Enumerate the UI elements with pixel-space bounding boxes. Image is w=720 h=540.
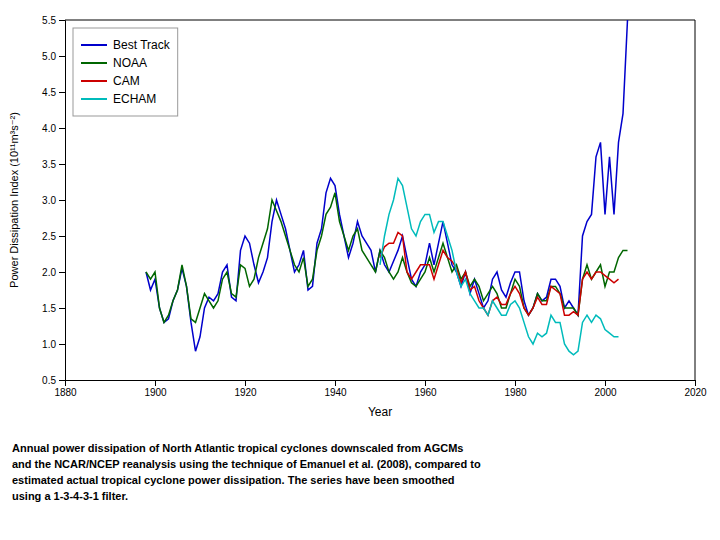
legend-item: CAM — [81, 74, 140, 88]
legend-label: Best Track — [113, 38, 171, 52]
chart: 1880 1900 1920 1940 1960 1980 2000 2020 0.5 1.0 1.… — [0, 0, 720, 540]
tick: 4.5 — [42, 87, 65, 98]
tick-label: 1980 — [504, 387, 527, 398]
plot: 1880 1900 1920 1940 1960 1980 2000 2020 0.5 1.0 1.… — [42, 15, 707, 398]
tick: 0.5 — [42, 375, 65, 386]
tick: 3.5 — [42, 159, 65, 170]
tick: 2.5 — [42, 231, 65, 242]
tick: 5.0 — [42, 51, 65, 62]
tick-label: 2020 — [684, 387, 707, 398]
tick-label: 2000 — [594, 387, 617, 398]
tick-mark — [59, 164, 65, 165]
tick: 2020 — [684, 380, 707, 398]
tick-label: 1900 — [144, 387, 167, 398]
tick-mark — [515, 380, 516, 386]
tick: 2000 — [594, 380, 617, 398]
frame — [695, 20, 696, 380]
tick-mark — [59, 380, 65, 381]
caption: estimated actual tropical cyclone power … — [12, 474, 455, 486]
legend: Best Track NOAA CAM ECHAM — [73, 28, 178, 116]
tick: 1920 — [234, 380, 257, 398]
axis-line — [66, 381, 696, 387]
tick-label: 0.5 — [42, 375, 56, 386]
tick-label: 5.0 — [42, 51, 56, 62]
tick-label: 2.0 — [42, 267, 56, 278]
tick-label: 1960 — [414, 387, 437, 398]
tick-mark — [605, 380, 606, 386]
tick-mark — [245, 380, 246, 386]
caption: and the NCAR/NCEP reanalysis using the t… — [12, 458, 481, 470]
tick: 1.0 — [42, 339, 65, 350]
tick-label: 1880 — [54, 387, 77, 398]
tick-label: 1940 — [324, 387, 347, 398]
y-axis-title: Power Dissipation Index (10¹¹m³s⁻²) — [8, 112, 20, 288]
tick-mark — [425, 380, 426, 386]
series-line — [146, 20, 628, 351]
legend-item: ECHAM — [81, 92, 156, 106]
tick-mark — [59, 56, 65, 57]
tick-mark — [59, 20, 65, 21]
tick-label: 1920 — [234, 387, 257, 398]
tick: 1960 — [414, 380, 437, 398]
tick-mark — [59, 272, 65, 273]
legend-label: ECHAM — [113, 92, 156, 106]
legend-label: NOAA — [113, 56, 147, 70]
tick-label: 2.5 — [42, 231, 56, 242]
tick-label: 4.0 — [42, 123, 56, 134]
legend-swatch — [81, 62, 107, 64]
tick-mark — [59, 92, 65, 93]
tick-mark — [59, 236, 65, 237]
tick-mark — [335, 380, 336, 386]
tick: 1880 — [54, 380, 77, 398]
tick: 1940 — [324, 380, 347, 398]
caption: Annual power dissipation of North Atlant… — [12, 442, 463, 454]
tick-mark — [59, 128, 65, 129]
tick-label: 3.0 — [42, 195, 56, 206]
caption: using a 1-3-4-3-1 filter. — [12, 490, 128, 502]
tick-label: 1.0 — [42, 339, 56, 350]
tick: 1980 — [504, 380, 527, 398]
tick-label: 1.5 — [42, 303, 56, 314]
legend-item: Best Track — [81, 38, 171, 52]
tick-label: 5.5 — [42, 15, 56, 26]
legend-item: NOAA — [81, 56, 147, 70]
tick-mark — [59, 200, 65, 201]
legend-swatch — [81, 80, 107, 82]
tick: 3.0 — [42, 195, 65, 206]
tick-mark — [155, 380, 156, 386]
tick-mark — [59, 308, 65, 309]
tick: 4.0 — [42, 123, 65, 134]
legend-swatch — [81, 98, 107, 100]
tick: 2.0 — [42, 267, 65, 278]
legend-swatch — [81, 44, 107, 46]
legend-box — [73, 28, 178, 116]
series-lines — [146, 20, 628, 355]
tick-label: 4.5 — [42, 87, 56, 98]
legend-label: CAM — [113, 74, 140, 88]
series-line — [380, 178, 619, 354]
frame — [65, 20, 695, 21]
tick: 1900 — [144, 380, 167, 398]
axis-line — [59, 21, 66, 381]
tick: 5.5 — [42, 15, 65, 26]
x-axis-title: Year — [368, 405, 392, 419]
tick-mark — [59, 344, 65, 345]
tick-mark — [695, 380, 696, 386]
series-line — [146, 193, 628, 323]
y-axis: 0.5 1.0 1.5 2.0 2.5 3.0 3.5 4.0 4.5 5.0 5.5 — [42, 15, 65, 386]
x-axis: 1880 1900 1920 1940 1960 1980 2000 2020 — [54, 380, 707, 398]
tick: 1.5 — [42, 303, 65, 314]
tick-label: 3.5 — [42, 159, 56, 170]
series-line — [380, 232, 619, 315]
